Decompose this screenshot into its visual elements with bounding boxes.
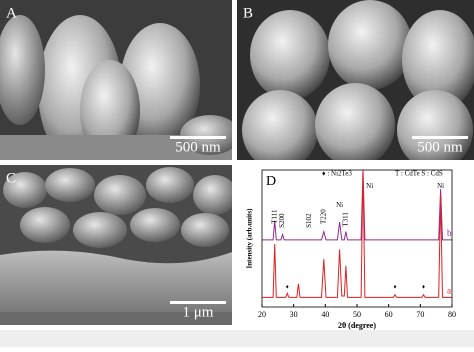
ni2te3-marker: ♦: [286, 284, 289, 290]
x-tick-label: 20: [258, 310, 266, 319]
x-tick-label: 70: [416, 310, 424, 319]
scale-bar-label: 1 μm: [183, 304, 214, 320]
ni2te3-marker: ♦: [393, 284, 396, 290]
panel-label: B: [243, 5, 253, 21]
x-tick-label: 30: [290, 310, 298, 319]
series-label: a: [447, 285, 451, 295]
scale-bar-label: 500 nm: [417, 139, 463, 155]
panel-label: D: [266, 174, 276, 189]
phase-key: T : CdTe S : CdS: [395, 170, 443, 178]
x-tick-label: 50: [353, 310, 361, 319]
peak-annotation: Ni: [437, 182, 444, 190]
series-label: b: [447, 228, 452, 238]
x-axis-title: 2θ (degree): [338, 321, 376, 330]
sem-a: [0, 0, 232, 160]
y-axis-title: Intensity (arb.units): [246, 208, 254, 269]
peak-annotation: T311: [342, 212, 350, 227]
caption-strip: [0, 330, 474, 347]
panel-label: A: [6, 5, 17, 21]
peak-annotation: Ni: [366, 182, 373, 190]
scale-bar: [170, 136, 226, 139]
scale-bar: [170, 301, 226, 304]
scale-bar: [412, 136, 468, 139]
ni2te3-marker: ♦: [422, 284, 425, 290]
xrd-line: [262, 169, 452, 241]
sem-b: [237, 0, 474, 160]
peak-annotation: S102: [305, 213, 313, 228]
legend-note: ♦ : Ni2Te3: [322, 170, 352, 178]
x-tick-label: 80: [448, 310, 456, 319]
xrd-line: [262, 169, 452, 298]
peak-annotation: Ni: [336, 201, 343, 209]
panel-label: C: [6, 170, 16, 186]
peak-annotation: T220: [319, 209, 327, 224]
peak-annotation: T111: [270, 209, 278, 224]
x-tick-label: 60: [385, 310, 393, 319]
chart-panel: [237, 165, 474, 330]
x-tick-label: 40: [321, 310, 329, 319]
peak-annotation: S200: [278, 213, 286, 228]
scale-bar-label: 500 nm: [175, 139, 221, 155]
sem-c: [0, 165, 232, 325]
